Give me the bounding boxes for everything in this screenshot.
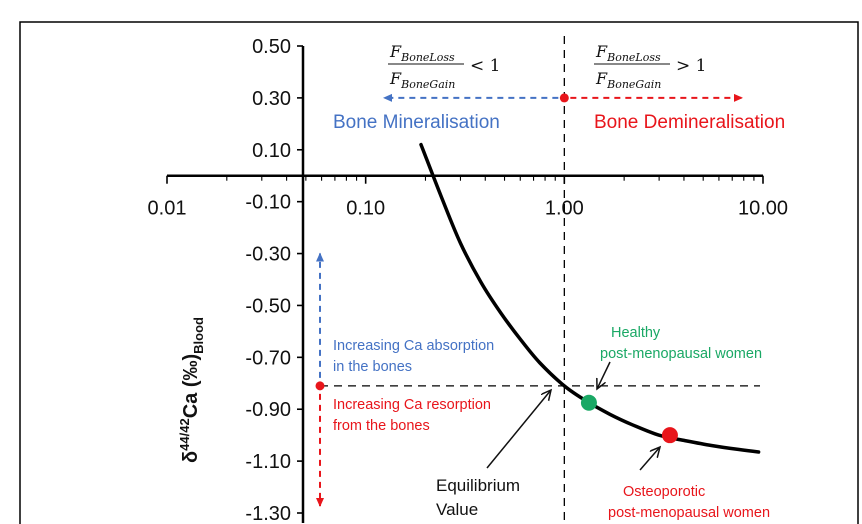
resorption-label-2: from the bones <box>333 418 430 434</box>
y-tick-label: -1.30 <box>245 503 291 524</box>
y-title-delta: δ <box>180 451 202 463</box>
x-tick-label: 0.01 <box>148 198 187 220</box>
y-title-sup: 44/42 <box>177 418 192 451</box>
ratio-gt-den-sub: BoneGain <box>606 78 661 91</box>
absorption-label-1: Increasing Ca absorption <box>333 338 494 354</box>
osteo-label-1: Osteoporotic <box>623 484 705 500</box>
y-tick-label: -0.50 <box>245 295 291 317</box>
ratio-gt-den: F <box>595 69 608 88</box>
y-tick-label: -1.10 <box>245 451 291 473</box>
resorption-label-1: Increasing Ca resorption <box>333 397 491 413</box>
ratio-less-than: FBoneLoss FBoneGain < 1 <box>388 42 500 91</box>
y-axis-title: δ44/42Ca (‰)Blood <box>177 317 206 463</box>
osteo-pointer-arrow <box>639 447 660 471</box>
ratio-lt-num: F <box>389 42 402 61</box>
y-tick-label: 0.50 <box>252 36 291 58</box>
ratio-gt-op: > 1 <box>676 56 706 76</box>
equilibrium-pointer-arrow <box>486 390 551 469</box>
chart-frame <box>19 21 859 524</box>
ratio-gt-num: F <box>595 42 608 61</box>
y-tick-label: 0.10 <box>252 140 291 162</box>
svg-text:FBoneGain: FBoneGain <box>595 69 661 91</box>
healthy-label-1: Healthy <box>611 325 661 341</box>
ratio-lt-num-sub: BoneLoss <box>400 51 455 64</box>
left-origin-dot <box>315 381 325 391</box>
y-tick-label: 0.30 <box>252 88 291 110</box>
absorption-label-2: in the bones <box>333 359 412 375</box>
y-tick-label: -0.30 <box>245 244 291 266</box>
y-tick-label: -0.70 <box>245 347 291 369</box>
svg-text:FBoneLoss: FBoneLoss <box>389 42 455 64</box>
osteo-label-2: post-menopausal women <box>608 505 770 521</box>
bone-demineralisation-label: Bone Demineralisation <box>594 112 785 133</box>
ratio-greater-than: FBoneLoss FBoneGain > 1 <box>594 42 706 91</box>
y-tick-label: -0.10 <box>245 192 291 214</box>
top-origin-dot <box>559 93 569 103</box>
x-tick-label: 10.00 <box>738 198 788 220</box>
equilibrium-label-2: Value <box>436 500 478 519</box>
svg-text:FBoneLoss: FBoneLoss <box>595 42 661 64</box>
ratio-lt-den-sub: BoneGain <box>400 78 455 91</box>
y-axis: 0.50 0.30 0.10 -0.10 -0.30 -0.50 -0.70 -0.90 -1.… <box>245 36 305 524</box>
y-title-ca: Ca (‰) <box>180 354 202 418</box>
y-title-sub: Blood <box>191 317 206 354</box>
healthy-pointer-arrow <box>597 361 611 389</box>
equilibrium-label-1: Equilibrium <box>436 476 520 495</box>
x-tick-label: 0.10 <box>346 198 385 220</box>
ratio-lt-den: F <box>389 69 402 88</box>
svg-text:FBoneGain: FBoneGain <box>389 69 455 91</box>
x-axis: 0.01 0.10 1.00 10.00 <box>148 174 788 220</box>
y-tick-label: -0.90 <box>245 399 291 421</box>
osteoporotic-point <box>661 427 678 444</box>
healthy-point <box>580 394 597 411</box>
ratio-gt-num-sub: BoneLoss <box>606 51 661 64</box>
healthy-label-2: post-menopausal women <box>600 346 762 362</box>
series-line <box>419 142 761 454</box>
ratio-lt-op: < 1 <box>470 56 500 76</box>
bone-mineralisation-label: Bone Mineralisation <box>333 112 500 133</box>
